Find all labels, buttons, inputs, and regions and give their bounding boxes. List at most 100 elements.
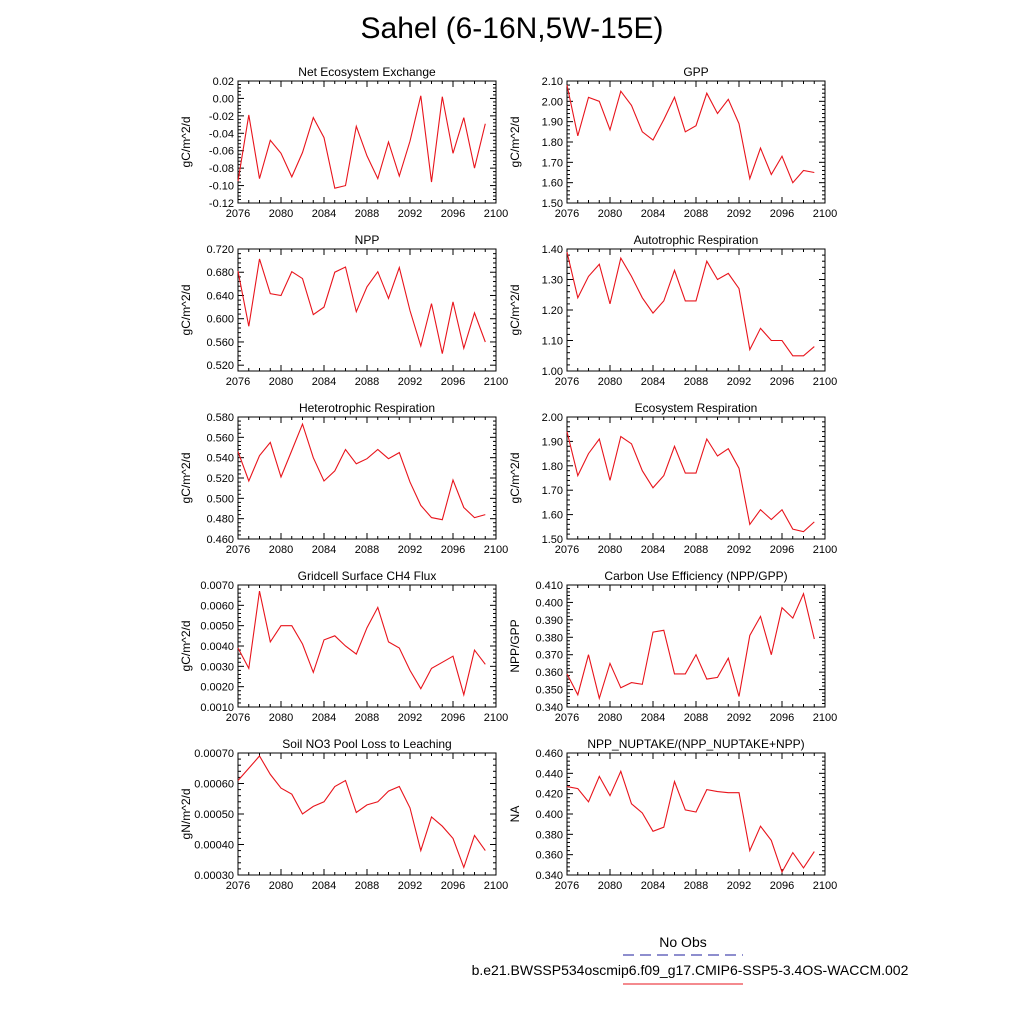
x-tick-label: 2088 xyxy=(355,208,379,220)
chart-panel-6: Ecosystem Respiration gC/m^2/d 2076 2080 208… xyxy=(508,401,837,556)
y-tick-label: 1.20 xyxy=(542,305,563,317)
y-tick-label: 2.00 xyxy=(542,412,563,424)
panel-title: Carbon Use Efficiency (NPP/GPP) xyxy=(604,569,787,583)
x-tick-label: 2084 xyxy=(641,208,665,220)
x-tick-label: 2076 xyxy=(555,208,579,220)
plot-frame xyxy=(566,416,826,540)
y-axis-label: gC/m^2/d xyxy=(179,453,193,504)
x-tick-label: 2100 xyxy=(813,880,837,892)
legend-obs-label: No Obs xyxy=(659,934,707,950)
y-tick-label: 0.00060 xyxy=(194,779,234,791)
chart-panel-3: NPP gC/m^2/d 2076 2080 2084 2088 2092 2096 2100 0… xyxy=(179,233,508,388)
y-tick-label: -0.04 xyxy=(209,128,234,140)
chart-panel-10: NPP_NUPTAKE/(NPP_NUPTAKE+NPP) NA 2076 2080 2… xyxy=(508,737,837,892)
y-tick-label: 0.0030 xyxy=(200,661,234,673)
y-axis-label: gC/m^2/d xyxy=(179,117,193,168)
chart-panel-8: Carbon Use Efficiency (NPP/GPP) NPP/GPP 20… xyxy=(508,569,837,724)
x-tick-label: 2096 xyxy=(441,376,465,388)
x-tick-label: 2084 xyxy=(312,544,336,556)
y-tick-label: 0.500 xyxy=(206,493,234,505)
y-axis-label: gC/m^2/d xyxy=(508,117,522,168)
y-axis-label: gN/m^2/d xyxy=(179,789,193,840)
x-tick-label: 2080 xyxy=(598,376,622,388)
y-tick-label: 1.70 xyxy=(542,157,563,169)
y-tick-label: 1.90 xyxy=(542,117,563,129)
y-tick-label: 0.380 xyxy=(535,632,563,644)
x-tick-label: 2080 xyxy=(269,376,293,388)
plot-frame xyxy=(237,584,497,708)
y-tick-label: 0.390 xyxy=(535,615,563,627)
x-tick-label: 2076 xyxy=(226,544,250,556)
x-tick-label: 2092 xyxy=(398,880,422,892)
y-tick-label: 0.00 xyxy=(213,93,234,105)
x-tick-label: 2080 xyxy=(269,208,293,220)
x-tick-label: 2096 xyxy=(770,376,794,388)
y-tick-label: 1.80 xyxy=(542,461,563,473)
series-line xyxy=(237,95,486,189)
x-tick-label: 2096 xyxy=(441,544,465,556)
panel-title: NPP_NUPTAKE/(NPP_NUPTAKE+NPP) xyxy=(587,737,804,751)
x-tick-label: 2084 xyxy=(312,208,336,220)
y-tick-label: 0.0040 xyxy=(200,641,234,653)
x-tick-label: 2100 xyxy=(484,208,508,220)
x-tick-label: 2092 xyxy=(398,208,422,220)
x-tick-label: 2076 xyxy=(226,376,250,388)
y-tick-label: 0.00040 xyxy=(194,840,234,852)
y-tick-label: 1.50 xyxy=(542,534,563,546)
y-tick-label: 1.30 xyxy=(542,275,563,287)
x-tick-label: 2084 xyxy=(641,544,665,556)
x-tick-label: 2080 xyxy=(269,544,293,556)
y-tick-label: 0.00070 xyxy=(194,748,234,760)
y-tick-label: 0.340 xyxy=(535,702,563,714)
y-tick-label: 0.410 xyxy=(535,580,563,592)
y-axis-label: gC/m^2/d xyxy=(179,621,193,672)
x-tick-label: 2076 xyxy=(555,712,579,724)
chart-panel-2: GPP gC/m^2/d 2076 2080 2084 2088 2092 2096 2100 2… xyxy=(508,65,837,220)
x-tick-label: 2096 xyxy=(770,544,794,556)
series-line xyxy=(566,591,815,701)
panel-title: Gridcell Surface CH4 Flux xyxy=(298,569,437,583)
series-line xyxy=(237,755,486,870)
x-tick-label: 2100 xyxy=(813,544,837,556)
y-tick-label: 1.90 xyxy=(542,436,563,448)
panel-title: Heterotrophic Respiration xyxy=(299,401,435,415)
chart-panel-1: Net Ecosystem Exchange gC/m^2/d 2076 2080 20… xyxy=(179,65,508,220)
y-axis-label: gC/m^2/d xyxy=(508,285,522,336)
y-tick-label: 0.420 xyxy=(535,789,563,801)
x-tick-label: 2088 xyxy=(684,880,708,892)
y-tick-label: 0.400 xyxy=(535,809,563,821)
y-tick-label: 0.340 xyxy=(535,870,563,882)
x-tick-label: 2100 xyxy=(484,880,508,892)
plot-frame xyxy=(237,416,497,540)
y-tick-label: 0.580 xyxy=(206,412,234,424)
x-tick-label: 2080 xyxy=(269,880,293,892)
y-tick-label: 0.560 xyxy=(206,337,234,349)
y-tick-label: 1.10 xyxy=(542,336,563,348)
y-tick-label: 0.0020 xyxy=(200,682,234,694)
panel-title: GPP xyxy=(683,65,708,79)
x-tick-label: 2092 xyxy=(398,544,422,556)
x-tick-label: 2092 xyxy=(727,544,751,556)
series-line xyxy=(237,258,486,354)
panel-title: Net Ecosystem Exchange xyxy=(298,65,436,79)
x-tick-label: 2096 xyxy=(770,880,794,892)
x-tick-label: 2088 xyxy=(355,712,379,724)
y-tick-label: 0.02 xyxy=(213,76,234,88)
y-tick-label: 0.680 xyxy=(206,267,234,279)
y-tick-label: 0.360 xyxy=(535,667,563,679)
y-tick-label: -0.12 xyxy=(209,198,234,210)
y-tick-label: 0.600 xyxy=(206,314,234,326)
x-tick-label: 2080 xyxy=(598,712,622,724)
y-tick-label: 1.00 xyxy=(542,366,563,378)
x-tick-label: 2100 xyxy=(813,208,837,220)
x-tick-label: 2084 xyxy=(641,880,665,892)
plot-frame xyxy=(566,80,826,204)
plot-frame xyxy=(237,752,497,876)
y-tick-label: 0.00030 xyxy=(194,870,234,882)
x-tick-label: 2100 xyxy=(484,544,508,556)
y-tick-label: -0.10 xyxy=(209,181,234,193)
x-tick-label: 2076 xyxy=(226,880,250,892)
series-line xyxy=(566,251,815,357)
y-tick-label: 1.80 xyxy=(542,137,563,149)
